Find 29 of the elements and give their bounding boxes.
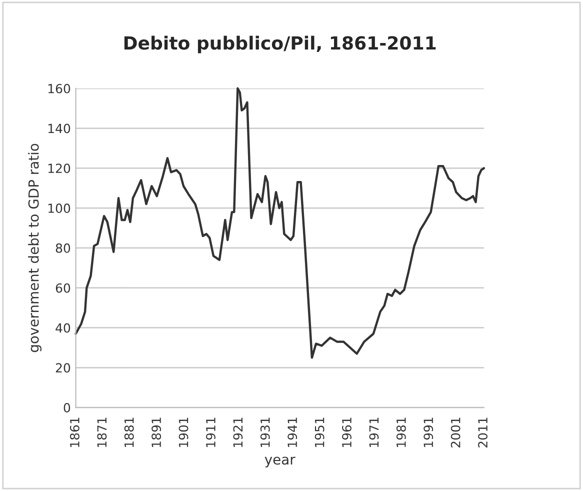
x-tick-label: 1891 [152,418,162,447]
x-tick-label: 1991 [424,418,434,447]
line-series [74,87,485,359]
chart-title: Debito pubblico/Pil, 1861-2011 [124,36,436,54]
y-tick-label: 120 [48,164,70,174]
x-tick-label: 1951 [314,418,324,447]
y-tick-label: 160 [48,84,70,94]
x-tick-label: 1981 [396,418,406,447]
y-tick-label: 140 [48,124,70,134]
y-tick-label: 80 [56,243,70,253]
y-tick-label: 100 [48,204,70,213]
x-tick-label: 1931 [260,418,270,447]
x-tick-label: 2001 [450,418,460,448]
y-tick-label: 60 [56,283,70,293]
x-tick-label: 1971 [369,418,379,447]
y-tick-label: 40 [56,323,70,333]
x-tick-label: 2011 [478,418,488,448]
y-tick-label: 0 [64,403,70,412]
x-tick-label: 1881 [124,418,134,447]
x-axis-title: year [264,456,296,468]
x-tick-label: 1871 [97,418,107,447]
y-tick-label: 20 [56,363,70,373]
x-tick-label: 1901 [178,418,188,447]
y-axis-title: government debt to GDP ratio [28,144,42,352]
x-tick-label: 1861 [70,418,80,447]
x-tick-label: 1921 [233,418,243,447]
x-tick-label: 1961 [342,418,352,447]
x-tick-label: 1911 [206,418,216,447]
x-tick-label: 1941 [288,418,298,447]
